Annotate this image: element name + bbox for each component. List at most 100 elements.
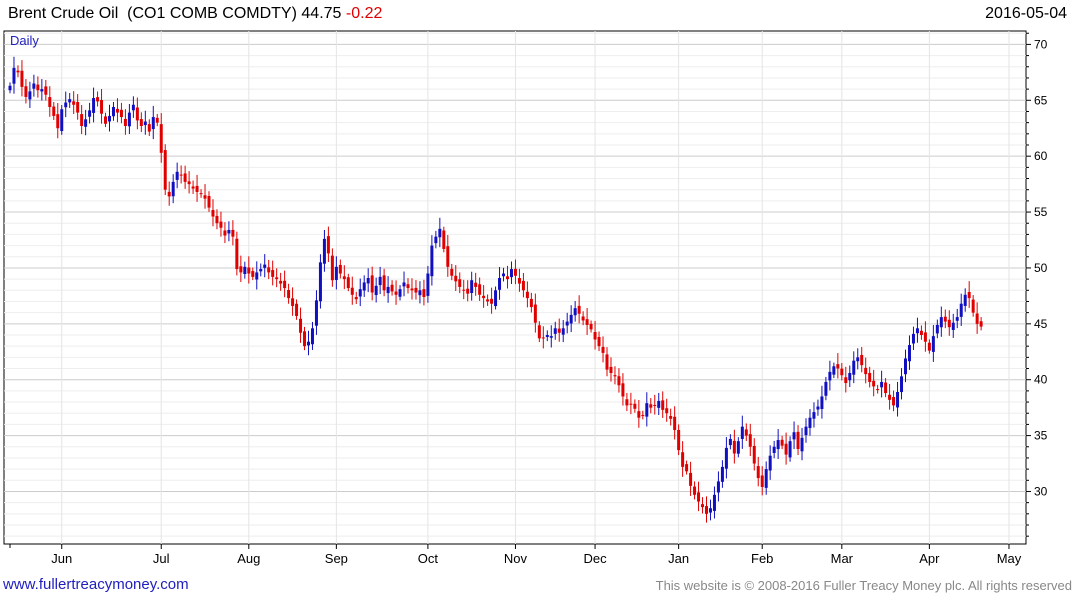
candle-body	[541, 337, 545, 339]
candle-body	[963, 294, 967, 306]
candle-body	[597, 336, 601, 347]
candle-body	[569, 314, 573, 324]
candle-body	[155, 117, 159, 123]
candle-body	[498, 278, 502, 290]
candle-body	[267, 267, 271, 273]
instrument-name: Brent Crude Oil	[8, 5, 119, 22]
last-price: 44.75	[301, 5, 342, 22]
candle-body	[525, 291, 529, 299]
candle-body	[820, 396, 824, 410]
candle-body	[76, 102, 80, 113]
candle-body	[593, 332, 597, 340]
x-tick-label: Aug	[237, 551, 260, 566]
candle-body	[307, 341, 310, 346]
candle-body	[247, 267, 251, 274]
candle-body	[880, 381, 884, 388]
x-tick-label: Nov	[504, 551, 528, 566]
candle-body	[649, 404, 653, 408]
candle-body	[872, 380, 876, 387]
candle-body	[111, 107, 115, 117]
candle-body	[271, 270, 275, 277]
candle-body	[410, 288, 414, 291]
candle-body	[183, 173, 187, 182]
candle-body	[243, 266, 247, 275]
candle-body	[876, 389, 880, 391]
candle-body	[418, 290, 422, 296]
candle-body	[370, 275, 374, 293]
candle-body	[764, 469, 768, 488]
candle-body	[669, 416, 673, 419]
candles	[8, 56, 983, 523]
candle-body	[955, 317, 959, 321]
candle-body	[346, 277, 350, 289]
candle-body	[565, 321, 569, 326]
candle-body	[904, 358, 907, 375]
candle-body	[386, 286, 390, 294]
candle-body	[927, 342, 931, 351]
candle-body	[36, 84, 40, 91]
y-tick-label: 60	[1034, 149, 1048, 163]
candle-body	[60, 109, 64, 132]
candle-body	[545, 335, 549, 337]
candle-body	[705, 506, 708, 514]
candle-body	[422, 289, 426, 297]
candle-body	[48, 97, 52, 107]
candle-body	[482, 295, 486, 299]
candle-body	[828, 371, 832, 381]
candle-body	[334, 266, 338, 280]
candle-body	[577, 305, 581, 314]
candle-body	[816, 406, 820, 410]
candle-body	[466, 288, 470, 294]
candle-body	[402, 282, 406, 287]
x-axis: Jun Jul Aug Sep Oct Nov Dec Jan Feb Mar Apr May	[9, 544, 1022, 566]
candle-body	[697, 492, 701, 502]
candle-body	[900, 376, 904, 393]
candle-body	[406, 284, 410, 289]
candle-body	[414, 287, 418, 293]
candle-body	[581, 316, 585, 321]
candle-body	[52, 106, 56, 116]
candle-body	[68, 99, 72, 103]
y-tick-label: 45	[1034, 317, 1048, 331]
candle-body	[450, 268, 454, 276]
candle-body	[80, 114, 84, 126]
candle-body	[255, 272, 259, 280]
candle-body	[752, 445, 756, 464]
candle-body	[20, 70, 24, 87]
candle-body	[549, 336, 553, 338]
candle-body	[96, 97, 100, 102]
candle-body	[617, 376, 621, 386]
candle-body	[88, 110, 92, 117]
candle-body	[780, 439, 784, 446]
candle-body	[736, 441, 740, 454]
candle-body	[378, 276, 382, 286]
candle-body	[235, 238, 239, 270]
candle-body	[943, 316, 947, 322]
candle-body	[430, 245, 434, 277]
x-tick-label: Mar	[831, 551, 854, 566]
candle-body	[330, 255, 334, 281]
chart-date: 2016-05-04	[985, 5, 1067, 22]
candle-body	[72, 101, 76, 105]
candle-body	[609, 366, 613, 373]
candle-body	[474, 282, 478, 287]
candle-body	[470, 280, 474, 293]
y-tick-label: 40	[1034, 373, 1048, 387]
candle-body	[263, 264, 267, 268]
candle-body	[390, 284, 394, 292]
candle-body	[310, 328, 314, 345]
candle-body	[645, 403, 649, 417]
x-tick-label: Sep	[325, 551, 348, 566]
candle-body	[358, 289, 362, 297]
candle-body	[434, 236, 438, 244]
candle-body	[728, 438, 732, 446]
candle-body	[454, 275, 458, 282]
candle-body	[119, 109, 123, 118]
candle-body	[163, 150, 167, 190]
x-tick-label: Oct	[418, 551, 439, 566]
x-tick-label: Dec	[583, 551, 607, 566]
site-link[interactable]: www.fullertreacymoney.com	[3, 576, 189, 593]
x-tick-label: May	[997, 551, 1022, 566]
copyright-note: This website is © 2008-2016 Fuller Treac…	[655, 578, 1072, 593]
